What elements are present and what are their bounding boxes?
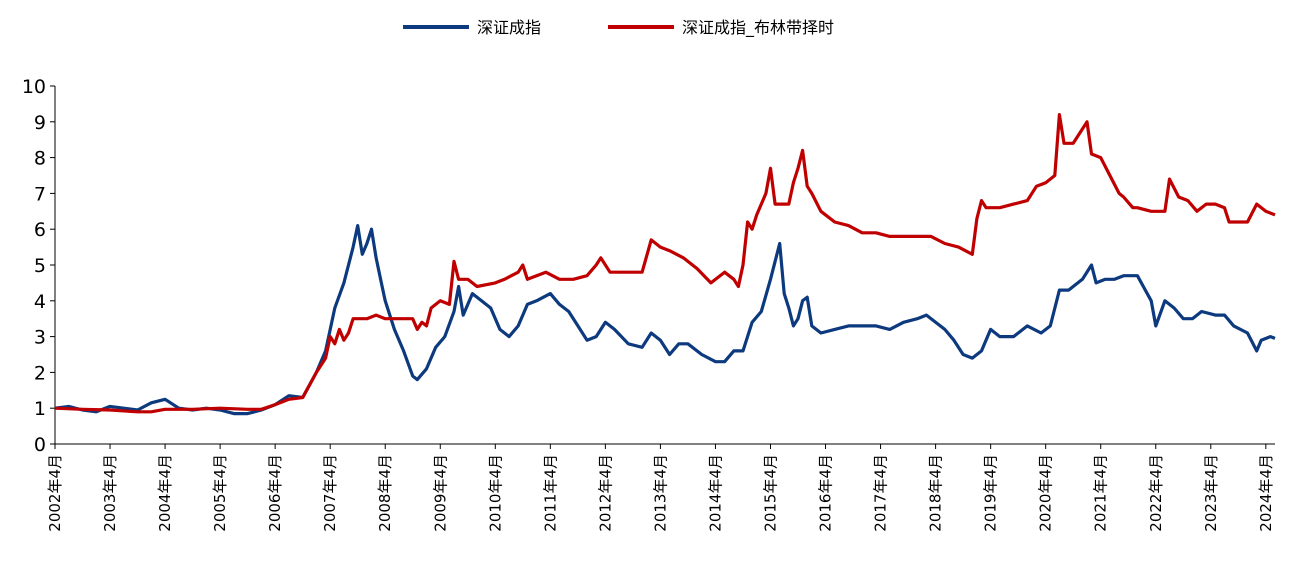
y-tick-label: 9 [34, 112, 46, 134]
x-tick-label: 2021年4月 [1092, 454, 1110, 532]
y-tick-label: 10 [22, 76, 46, 98]
x-tick-label: 2008年4月 [376, 454, 394, 532]
x-tick-label: 2015年4月 [761, 454, 779, 532]
x-tick-label: 2011年4月 [541, 454, 559, 532]
series-layer [54, 113, 1276, 416]
x-tick-label: 2020年4月 [1037, 454, 1055, 532]
x-tick-label: 2017年4月 [872, 454, 890, 532]
x-tick-label: 2019年4月 [982, 454, 1000, 532]
y-tick-label: 3 [34, 327, 46, 349]
x-tick-label: 2007年4月 [321, 454, 339, 532]
x-tick-label: 2003年4月 [101, 454, 119, 532]
x-tick-label: 2023年4月 [1202, 454, 1220, 532]
x-tick-label: 2022年4月 [1147, 454, 1165, 532]
x-tick-label: 2012年4月 [596, 454, 614, 532]
y-tick-label: 7 [34, 183, 46, 205]
x-tick-label: 2004年4月 [156, 454, 174, 532]
x-tick-label: 2002年4月 [46, 454, 64, 532]
y-tick-label: 2 [34, 362, 46, 384]
x-tick-label: 2005年4月 [211, 454, 229, 532]
y-tick-label: 6 [34, 219, 46, 241]
x-tick-label: 2009年4月 [431, 454, 449, 532]
y-tick-label: 8 [34, 148, 46, 170]
x-tick-label: 2010年4月 [486, 454, 504, 532]
x-tick-label: 2006年4月 [266, 454, 284, 532]
x-tick-label: 2014年4月 [706, 454, 724, 532]
axes: 0 1 2 3 4 5 6 7 8 9 10 2002年4月 2003年4月 2004年4月 2005年4月… [22, 76, 1275, 532]
y-tick-label: 0 [34, 434, 46, 456]
series-line-2 [54, 113, 1276, 414]
y-tick-label: 5 [34, 255, 46, 277]
series-line-1 [54, 224, 1276, 416]
legend-label-2: 深证成指_布林带择时 [682, 18, 834, 38]
x-tick-label: 2013年4月 [651, 454, 669, 532]
x-tick-label: 2018年4月 [927, 454, 945, 532]
x-tick-label: 2024年4月 [1257, 454, 1275, 532]
legend-label-1: 深证成指 [477, 18, 541, 37]
legend: 深证成指 深证成指_布林带择时 [403, 18, 834, 38]
x-tick-label: 2016年4月 [817, 454, 835, 532]
y-tick-label: 4 [34, 291, 46, 313]
y-tick-label: 1 [34, 398, 46, 420]
